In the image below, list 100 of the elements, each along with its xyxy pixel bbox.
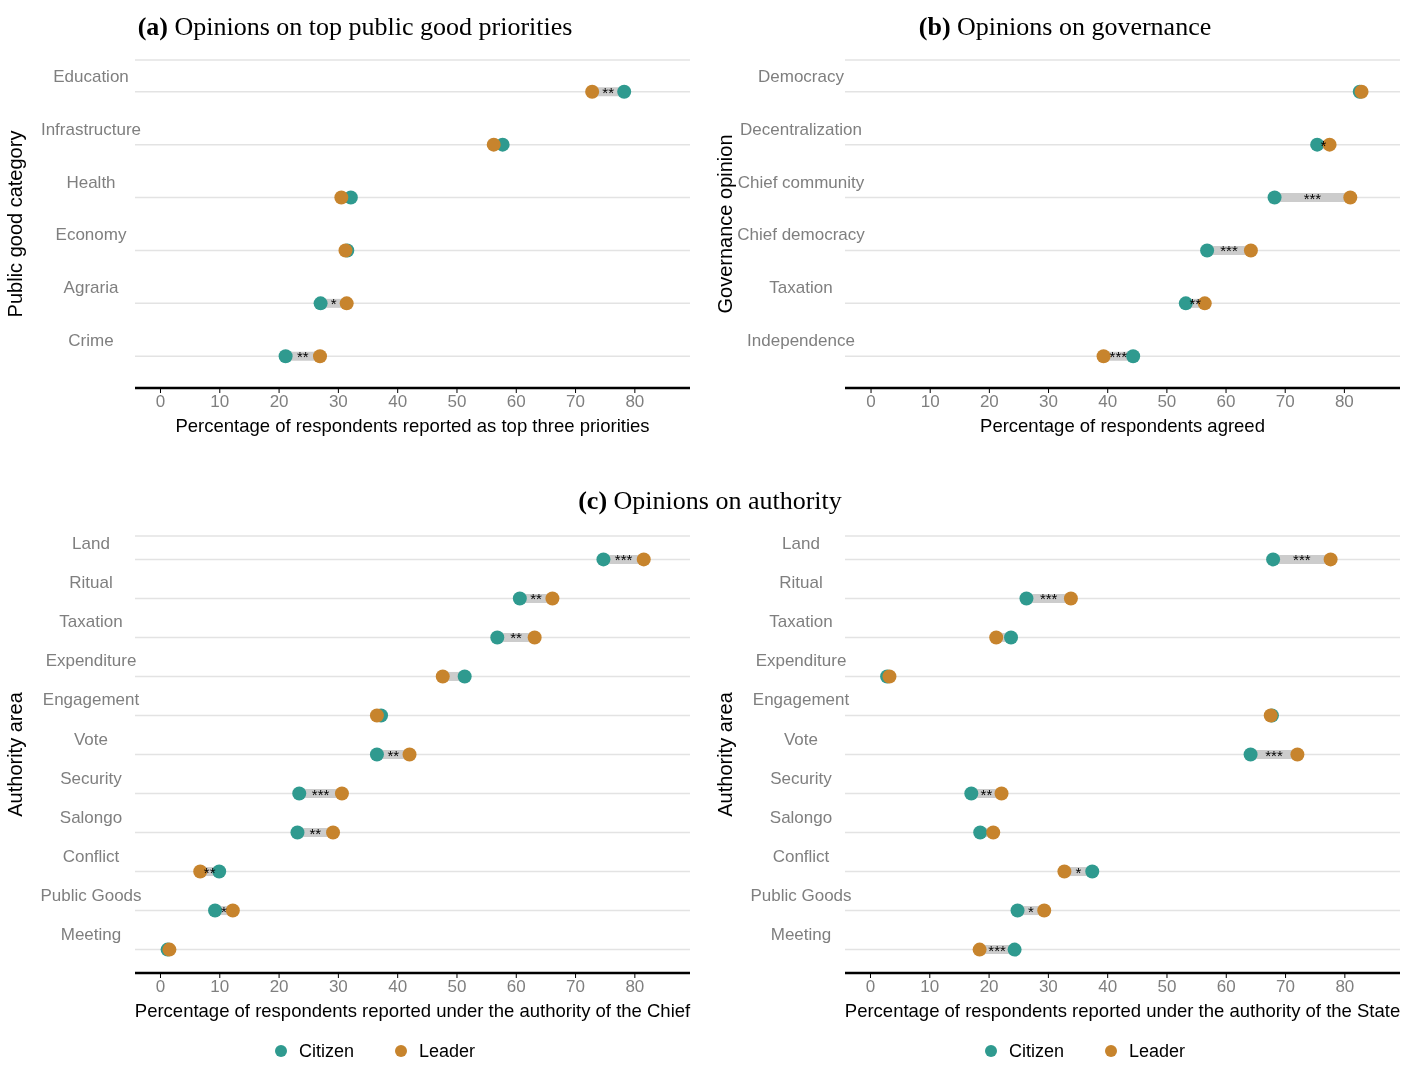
y-tick-label: Ritual [69,573,113,593]
x-tick-label: 80 [1334,392,1354,412]
point [1290,747,1305,762]
y-tick-label: Security [60,768,123,788]
x-tick-label: 70 [566,392,586,412]
y-tick-label: Taxation [59,612,123,632]
point [292,786,307,801]
y-tick-label: Conflict [772,846,830,866]
annotation: *** [311,785,330,803]
annotation: *** [988,941,1007,959]
y-tick-label: Salongo [59,807,123,827]
legend-label: Citizen [1009,1041,1065,1061]
point [326,825,341,840]
annotation: * [1075,863,1082,881]
x-tick-label: 30 [1039,392,1058,412]
annotation: * [330,295,337,313]
point [1019,591,1034,606]
x-tick-label: 40 [388,392,408,412]
point [1267,190,1282,205]
point [545,591,560,606]
point [1200,243,1215,258]
point [1243,243,1258,258]
x-tick-label: 50 [447,977,467,997]
y-tick-label: Public Goods [750,885,852,905]
point [1057,864,1072,879]
x-tick-label: 60 [1216,392,1236,412]
y-tick-label: Economy [55,225,127,245]
y-tick-label: Expenditure [755,651,847,671]
x-tick-label: 0 [865,977,876,997]
x-axis-title: Percentage of respondents reported as top three priorities [175,415,650,436]
x-tick-label: 50 [1157,977,1177,997]
point [490,630,505,645]
point [986,825,1001,840]
legend-label: Leader [1129,1041,1186,1061]
x-tick-label: 0 [866,392,876,412]
point [512,591,527,606]
point [290,825,305,840]
point [369,747,384,762]
point [1085,864,1100,879]
x-tick-label: 70 [566,977,586,997]
y-tick-label: Chief democracy [737,225,866,245]
x-tick-label: 20 [979,977,999,997]
annotation: *** [1039,590,1058,608]
x-tick-label: 10 [920,977,940,997]
point [225,903,240,918]
point [973,825,988,840]
point [989,630,1004,645]
point [1323,552,1338,567]
point [334,190,349,205]
point [617,84,632,99]
y-tick-label: Conflict [62,846,120,866]
y-tick-label: Vote [783,729,819,749]
annotation: ** [309,824,322,842]
x-tick-label: 80 [625,392,645,412]
x-axis-title: Percentage of respondents reported under the authority of the Chief [134,1000,692,1021]
y-tick-label: Public Goods [40,885,142,905]
point [334,786,349,801]
annotation: ** [387,746,400,764]
x-tick-label: 70 [1275,392,1295,412]
point [1010,903,1025,918]
point [972,942,987,957]
point [1126,349,1141,364]
annotation: ** [980,785,993,803]
y-axis-title: Authority area [4,691,26,817]
annotation: ** [530,590,543,608]
annotation: *** [1265,746,1283,764]
x-tick-label: 80 [1335,977,1355,997]
y-tick-label: Taxation [769,612,833,632]
x-tick-label: 40 [1098,392,1118,412]
point [313,349,327,364]
point [313,296,328,311]
point [636,552,651,567]
annotation: * [1320,136,1327,154]
y-tick-label: Health [66,172,116,192]
x-tick-label: 30 [328,392,348,412]
x-tick-label: 40 [1098,977,1118,997]
annotation: *** [1220,242,1238,260]
x-tick-label: 30 [328,977,348,997]
y-tick-label: Infrastructure [40,119,142,139]
point [278,349,293,364]
y-tick-label: Engagement [42,690,140,710]
annotation: *** [1293,551,1311,569]
y-tick-label: Engagement [752,690,850,710]
y-tick-label: Democracy [758,66,845,86]
chart-title: (c) Opinions on authority [577,486,843,516]
x-tick-label: 50 [1157,392,1177,412]
y-tick-label: Land [782,534,820,554]
point [1343,190,1358,205]
x-tick-label: 70 [1276,977,1296,997]
legend-label: Leader [419,1041,476,1061]
x-tick-label: 20 [979,392,999,412]
x-tick-label: 20 [269,392,289,412]
y-tick-label: Education [53,66,129,86]
point [402,747,417,762]
point [1004,630,1019,645]
x-tick-label: 60 [506,977,526,997]
annotation: ** [296,348,309,366]
x-tick-label: 50 [447,392,467,412]
x-tick-label: 10 [210,977,230,997]
y-tick-label: Decentralization [740,119,862,139]
